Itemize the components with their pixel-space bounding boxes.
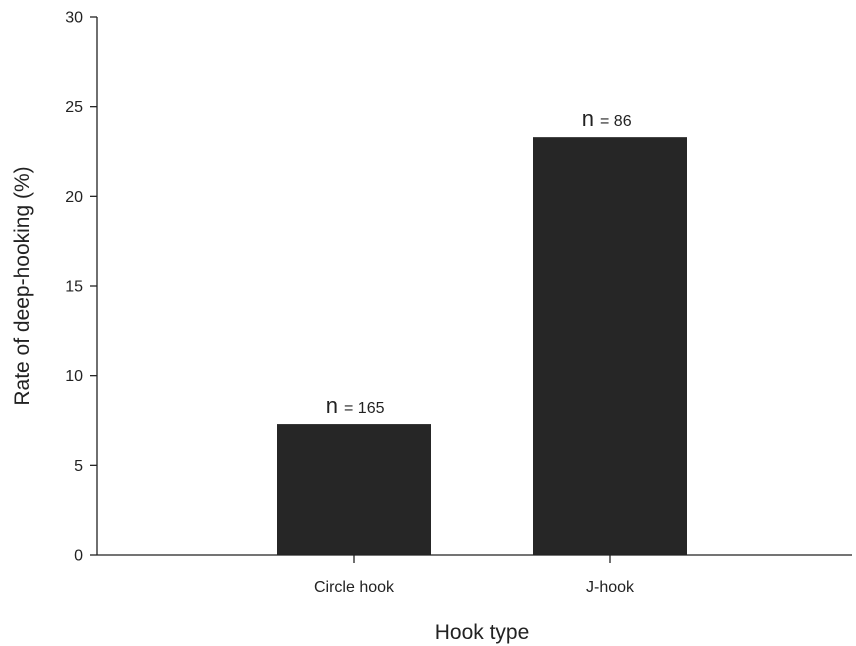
sample-size-label: n = 86 <box>582 106 632 131</box>
bar-circle-hook <box>277 424 431 555</box>
sample-size-value: = 86 <box>600 113 632 130</box>
y-tick-label: 5 <box>74 458 83 475</box>
y-tick-label: 20 <box>65 189 83 206</box>
x-axis-ticks: Circle hook J-hook <box>314 555 635 596</box>
x-axis-title: Hook type <box>435 621 530 644</box>
x-tick-label: Circle hook <box>314 579 395 596</box>
bars <box>277 137 687 556</box>
y-axis-title: Rate of deep-hooking (%) <box>11 166 34 405</box>
y-tick-label: 0 <box>74 548 83 565</box>
y-tick-label: 10 <box>65 368 83 385</box>
x-tick-label: J-hook <box>586 579 635 596</box>
sample-size-labels: n = 165 n = 86 <box>326 106 632 418</box>
sample-size-letter: n <box>582 106 594 131</box>
y-axis-ticks: 0 5 10 15 20 25 30 <box>65 10 97 565</box>
sample-size-letter: n <box>326 393 338 418</box>
bar-j-hook <box>533 137 687 556</box>
sample-size-label: n = 165 <box>326 393 385 418</box>
sample-size-value: = 165 <box>344 400 385 417</box>
y-tick-label: 25 <box>65 99 83 116</box>
y-tick-label: 30 <box>65 10 83 27</box>
y-tick-label: 15 <box>65 279 83 296</box>
